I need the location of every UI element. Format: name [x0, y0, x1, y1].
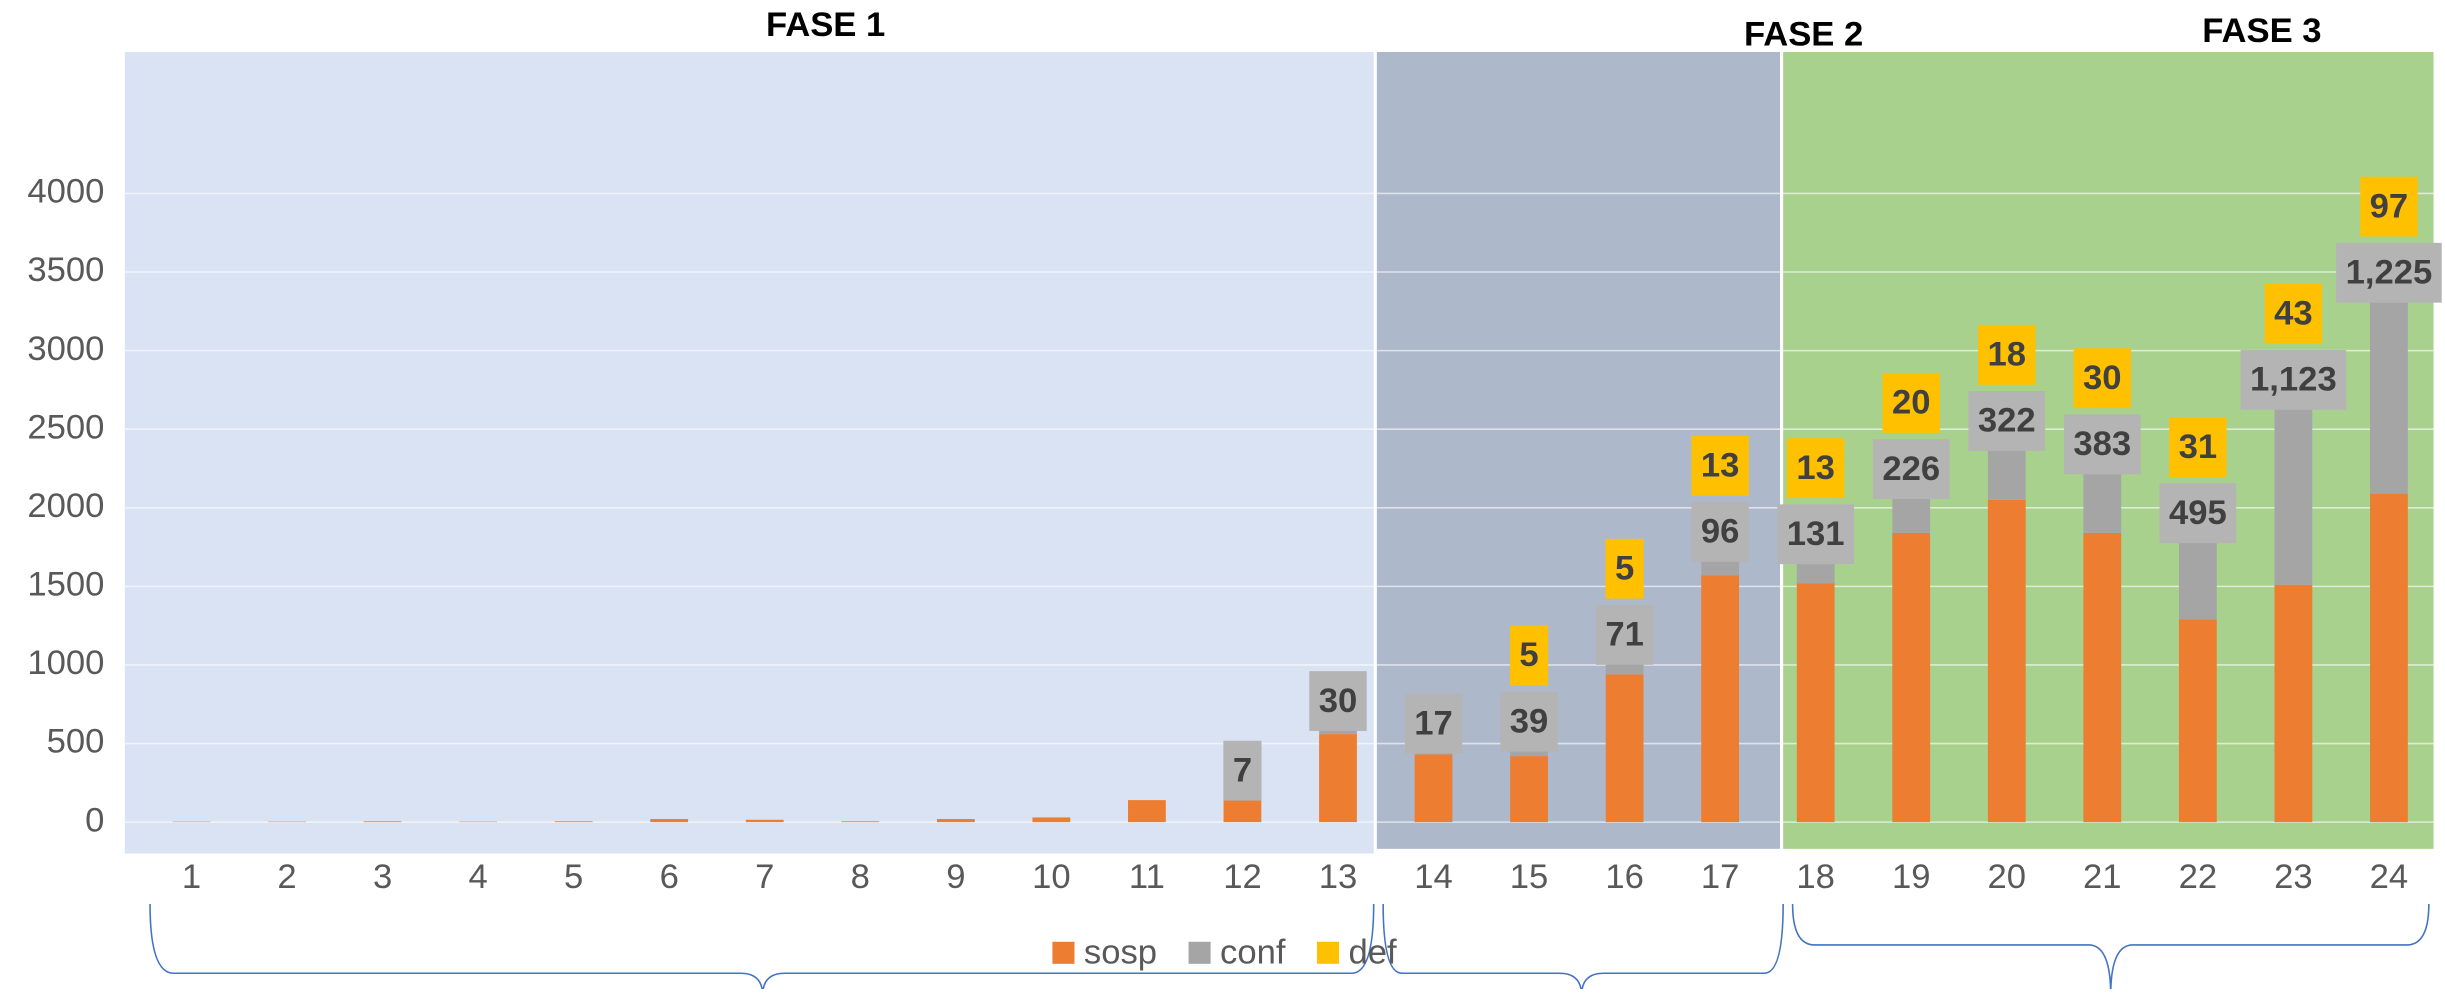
x-tick-label: 8	[851, 858, 870, 896]
data-label: 30	[1319, 682, 1358, 720]
data-label: 31	[2179, 428, 2218, 466]
data-label: 5	[1519, 636, 1538, 674]
x-tick-label: 15	[1510, 858, 1549, 896]
y-tick-label: 500	[47, 723, 105, 761]
bar-segment	[650, 819, 688, 822]
data-label: 17	[1414, 704, 1453, 742]
x-tick-label: 18	[1796, 858, 1835, 896]
bar-segment	[2274, 585, 2312, 822]
bar-segment	[2274, 408, 2312, 585]
bar-segment	[1510, 756, 1548, 822]
bar-segment	[841, 821, 879, 822]
y-tick-label: 2000	[27, 487, 104, 525]
phase-title: FASE 1	[766, 6, 885, 44]
y-tick-label: 1500	[27, 566, 104, 604]
data-label: 39	[1510, 702, 1549, 740]
bar-segment	[1606, 674, 1644, 822]
data-label: 7	[1233, 751, 1252, 789]
bar-segment	[364, 821, 402, 822]
phase-braces	[150, 904, 2429, 989]
bar-segment	[1032, 817, 1070, 822]
y-tick-label: 4000	[27, 173, 104, 211]
x-tick-label: 19	[1892, 858, 1931, 896]
y-tick-label: 3500	[27, 251, 104, 289]
data-label: 5	[1615, 549, 1634, 587]
data-label: 20	[1892, 384, 1931, 422]
x-tick-label: 14	[1414, 858, 1453, 896]
x-tick-label: 3	[373, 858, 392, 896]
bar-segment	[1606, 663, 1644, 674]
bar-segment	[1701, 560, 1739, 575]
bar-segment	[1415, 755, 1453, 823]
data-label: 383	[2073, 425, 2131, 463]
legend-label: def	[1348, 934, 1397, 972]
data-label: 322	[1978, 402, 2036, 440]
data-label: 131	[1787, 515, 1845, 553]
bar-segment	[937, 819, 975, 822]
data-label: 13	[1796, 449, 1835, 487]
bar-segment	[2179, 542, 2217, 620]
bar-segment	[1224, 800, 1262, 822]
data-label: 96	[1701, 513, 1740, 551]
data-label: 71	[1605, 616, 1644, 654]
data-label: 1,225	[2346, 253, 2433, 291]
bar-segment	[2370, 301, 2408, 494]
phase-1-panel	[125, 52, 1374, 854]
x-tick-label: 2	[277, 858, 296, 896]
x-tick-label: 17	[1701, 858, 1740, 896]
x-tick-label: 24	[2370, 858, 2409, 896]
x-tick-label: 13	[1319, 858, 1358, 896]
x-tick-label: 21	[2083, 858, 2122, 896]
y-tick-label: 2500	[27, 408, 104, 446]
x-tick-label: 1	[182, 858, 201, 896]
phase-title: FASE 3	[2202, 12, 2321, 50]
x-tick-label: 20	[1988, 858, 2027, 896]
legend-swatch	[1052, 942, 1074, 964]
x-tick-label: 4	[468, 858, 487, 896]
data-label: 226	[1882, 450, 1940, 488]
bar-segment	[1988, 449, 2026, 500]
phase-title: FASE 2	[1744, 15, 1863, 53]
x-tick-label: 9	[946, 858, 965, 896]
bar-segment	[1319, 734, 1357, 822]
data-label: 43	[2274, 295, 2313, 333]
bar-segment	[2179, 619, 2217, 822]
y-tick-label: 1000	[27, 644, 104, 682]
bar-segment	[2083, 473, 2121, 533]
bar-segment	[1797, 583, 1835, 822]
x-tick-label: 7	[755, 858, 774, 896]
x-tick-label: 12	[1223, 858, 1262, 896]
bar-segment	[1128, 800, 1166, 822]
bar-segment	[746, 820, 784, 822]
bar-segment	[555, 821, 593, 822]
legend-swatch	[1189, 942, 1211, 964]
x-tick-label: 16	[1605, 858, 1644, 896]
bar-segment	[1701, 575, 1739, 822]
legend-swatch	[1317, 942, 1339, 964]
data-label: 495	[2169, 494, 2227, 532]
x-tick-label: 10	[1032, 858, 1071, 896]
x-tick-label: 5	[564, 858, 583, 896]
x-tick-label: 22	[2179, 858, 2218, 896]
bar-segment	[2083, 533, 2121, 822]
x-tick-label: 23	[2274, 858, 2313, 896]
y-tick-label: 3000	[27, 330, 104, 368]
legend-label: sosp	[1084, 934, 1157, 972]
y-tick-label: 0	[85, 801, 104, 839]
bar-segment	[1892, 497, 1930, 533]
x-tick-label: 11	[1129, 858, 1165, 896]
data-label: 97	[2370, 187, 2409, 225]
data-label: 18	[1988, 336, 2027, 374]
x-tick-label: 6	[660, 858, 679, 896]
data-label: 30	[2083, 359, 2122, 397]
bar-segment	[2370, 494, 2408, 822]
data-label: 1,123	[2250, 361, 2337, 399]
bar-segment	[1797, 563, 1835, 584]
data-label: 13	[1701, 447, 1740, 485]
bar-segment	[1892, 533, 1930, 822]
legend-label: conf	[1220, 934, 1286, 972]
bar-segment	[1988, 500, 2026, 822]
